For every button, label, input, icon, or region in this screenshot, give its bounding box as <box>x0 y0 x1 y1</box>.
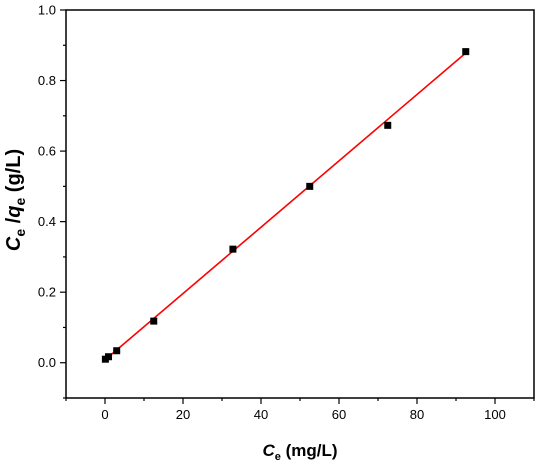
x-tick-label: 40 <box>254 407 268 422</box>
y-tick-label: 0.6 <box>38 144 56 159</box>
x-title-rest: (mg/L) <box>281 441 338 460</box>
x-axis-title: Ce (mg/L) <box>262 441 337 463</box>
data-point <box>462 48 470 56</box>
y-title-q-sub: e <box>12 198 28 206</box>
data-point <box>113 347 121 355</box>
data-point <box>306 182 314 190</box>
y-tick-label: 1.0 <box>38 3 56 18</box>
y-title-c-sub: e <box>12 229 28 237</box>
data-point <box>229 245 237 253</box>
x-title-sub: e <box>275 451 281 463</box>
x-tick-label: 0 <box>101 407 108 422</box>
x-tick-label: 60 <box>332 407 346 422</box>
x-title-main: C <box>262 441 275 460</box>
linear-fit-line <box>104 52 467 361</box>
y-title-q: q <box>3 206 25 218</box>
y-tick-label: 0.0 <box>38 355 56 370</box>
fit-layer <box>104 52 467 361</box>
x-tick-label: 100 <box>484 407 506 422</box>
ticks-layer: 0 20 40 60 80 100 0.0 0.2 0.4 0.6 0.8 1.0 <box>38 3 535 422</box>
y-title-c: C <box>3 236 25 251</box>
y-tick-label: 0.4 <box>38 214 56 229</box>
y-title-rest: (g/L) <box>3 149 25 198</box>
data-point <box>384 121 392 129</box>
data-point <box>105 353 113 361</box>
y-tick-label: 0.8 <box>38 73 56 88</box>
plot-frame <box>65 9 535 399</box>
y-tick-label: 0.2 <box>38 285 56 300</box>
data-point <box>150 317 158 325</box>
y-title-slash: / <box>3 217 25 229</box>
x-tick-label: 20 <box>176 407 190 422</box>
x-tick-label: 80 <box>410 407 424 422</box>
points-layer <box>101 48 470 363</box>
y-axis-title: Ce /qe (g/L) <box>3 149 28 251</box>
